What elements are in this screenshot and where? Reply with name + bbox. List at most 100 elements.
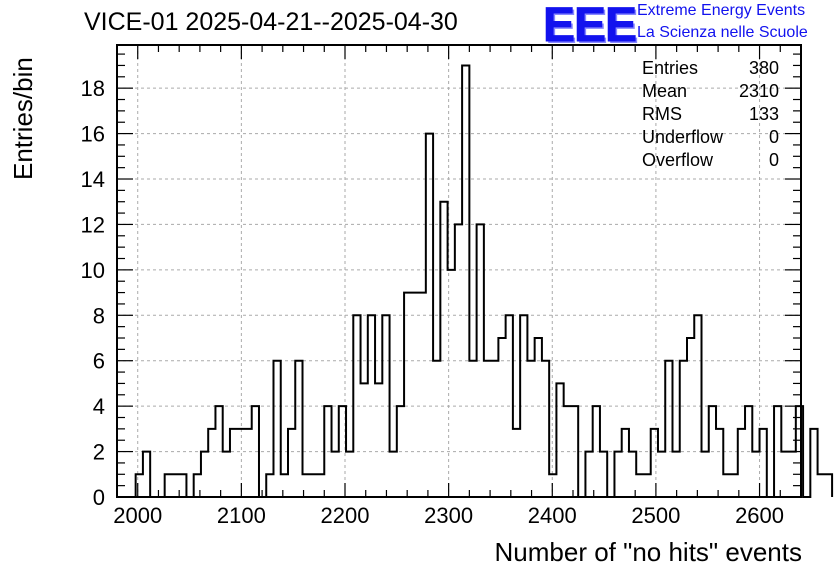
stat-underflow-value: 0 [768, 127, 779, 147]
y-tick-label: 2 [93, 440, 105, 465]
histogram-bin [542, 361, 549, 497]
histogram-bin [455, 224, 462, 497]
histogram-bin [665, 361, 672, 497]
x-tick-label: 2500 [631, 503, 680, 528]
histogram-bin [738, 429, 745, 497]
logo-line-1: Extreme Energy Events [637, 2, 806, 19]
histogram-bin [448, 270, 455, 497]
histogram-bin [375, 383, 382, 497]
histogram-bin [774, 406, 781, 497]
histogram-bin [498, 338, 505, 497]
stat-rms-label: RMS [642, 104, 682, 124]
histogram-bin [484, 361, 491, 497]
histogram-bin [527, 361, 534, 497]
histogram-bin [353, 315, 360, 497]
x-tick-label: 2600 [735, 503, 784, 528]
stat-mean-value: 2310 [738, 81, 779, 101]
histogram-bin [317, 474, 324, 497]
stat-overflow-value: 0 [768, 150, 779, 170]
plot-frame [116, 44, 802, 498]
y-tick-label: 14 [81, 167, 105, 192]
histogram-bin [462, 65, 469, 497]
histogram-bin [223, 452, 230, 497]
histogram-bin [687, 338, 694, 497]
histogram-bin [390, 452, 397, 497]
histogram-bin [179, 474, 186, 497]
histogram-bin [295, 361, 302, 497]
histogram-bin [469, 361, 476, 497]
histogram-bin [281, 474, 288, 497]
histogram-bin [564, 406, 571, 497]
histogram-bin [440, 202, 447, 497]
histogram-bin [818, 474, 825, 497]
histogram-bin [411, 293, 418, 497]
x-tick-label: 2100 [217, 503, 266, 528]
histogram-bin [614, 452, 621, 497]
y-tick-label: 4 [93, 394, 105, 419]
histogram-bin [143, 452, 150, 497]
histogram-bin [273, 361, 280, 497]
stat-mean-label: Mean [642, 81, 688, 101]
histogram-bin [622, 429, 629, 497]
stat-rms-value: 133 [748, 104, 779, 124]
histogram-bin [252, 406, 259, 497]
histogram-bin [368, 315, 375, 497]
histogram-bin [208, 429, 215, 497]
histogram-bin [643, 474, 650, 497]
histogram-bin [215, 406, 222, 497]
logo-line-2: La Scienza nelle Scuole [637, 24, 808, 41]
histogram-bin [324, 406, 331, 497]
histogram-bin [600, 452, 607, 497]
histogram-bin [201, 452, 208, 497]
y-tick-label: 0 [93, 485, 105, 510]
histogram-bin [288, 429, 295, 497]
histogram-bin [397, 406, 404, 497]
histogram-bin [244, 429, 251, 497]
histogram-bin [361, 383, 368, 497]
histogram-bin [491, 361, 498, 497]
histogram-bin [520, 315, 527, 497]
y-axis-tick-labels: 0 2 4 6 8 10 12 14 16 18 [81, 76, 105, 510]
x-tick-label: 2400 [528, 503, 577, 528]
histogram-bin [346, 452, 353, 497]
histogram-bin [571, 406, 578, 497]
histogram-bin [419, 293, 426, 497]
y-tick-label: 12 [81, 212, 105, 237]
histogram-bin [694, 315, 701, 497]
y-tick-label: 16 [81, 122, 105, 147]
histogram-bin [745, 406, 752, 497]
x-axis-label: Number of "no hits" events [494, 537, 803, 567]
histogram-bin [513, 429, 520, 497]
chart-title: VICE-01 2025-04-21--2025-04-30 [84, 8, 458, 36]
histogram-bin [709, 406, 716, 497]
y-tick-label: 6 [93, 349, 105, 374]
x-tick-label: 2300 [424, 503, 473, 528]
y-axis-label: Entries/bin [8, 57, 38, 180]
histogram-bin [651, 429, 658, 497]
histogram-bin [585, 452, 592, 497]
histogram-bin [165, 474, 172, 497]
stat-entries-value: 380 [748, 58, 779, 78]
histogram-bin [535, 338, 542, 497]
plot-border [116, 44, 802, 498]
histogram-bin [332, 452, 339, 497]
histogram-bin [702, 452, 709, 497]
stat-entries-label: Entries [642, 58, 699, 78]
x-axis-tick-labels: 2000 2100 2200 2300 2400 2500 2600 [113, 503, 784, 528]
histogram-bin [426, 134, 433, 497]
histogram-bin [172, 474, 179, 497]
histogram-bin [658, 452, 665, 497]
histogram-bin [781, 452, 788, 497]
y-tick-label: 18 [81, 76, 105, 101]
eee-logo-mark: EEE [542, 0, 637, 53]
histogram-bin [680, 361, 687, 497]
histogram-bin [593, 406, 600, 497]
y-tick-label: 10 [81, 258, 105, 283]
histogram-bin [716, 429, 723, 497]
histogram-bin [760, 429, 767, 497]
histogram-bin [752, 452, 759, 497]
histogram-bin [810, 429, 817, 497]
stat-underflow-label: Underflow [642, 127, 724, 147]
histogram-outline [134, 64, 834, 498]
